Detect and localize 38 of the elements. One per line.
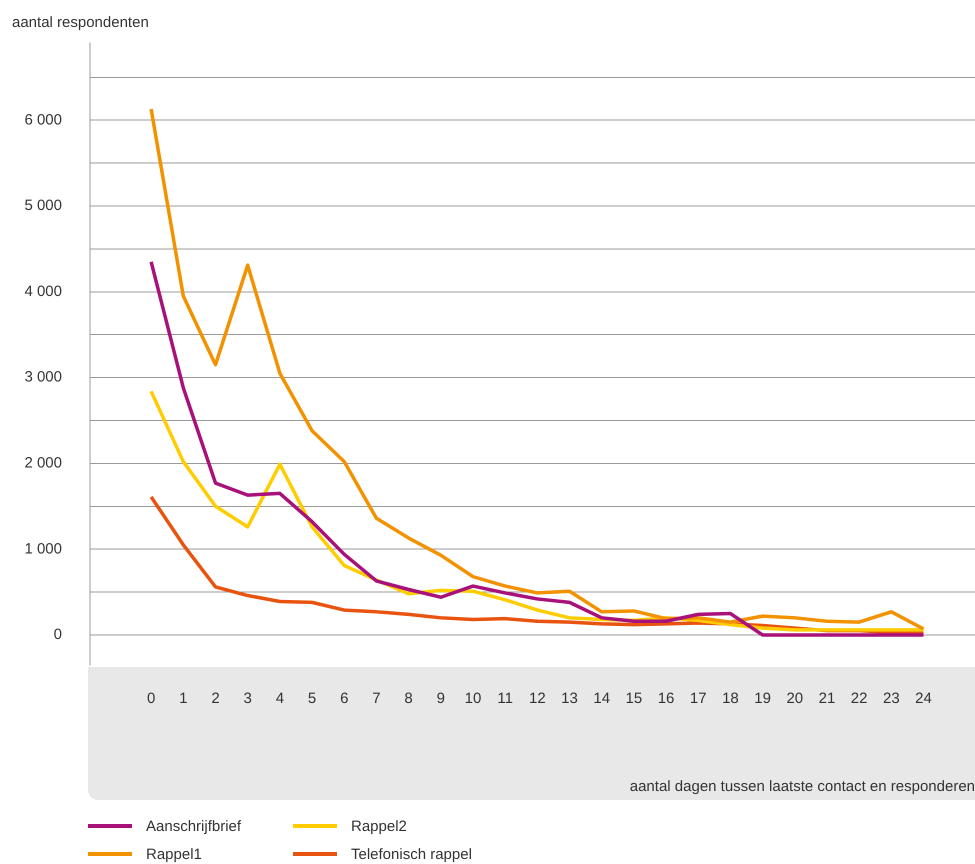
x-tick-label: 12 (528, 690, 546, 708)
y-axis-title: aantal respondenten (12, 14, 149, 31)
legend-label: Aanschrijfbrief (146, 818, 242, 834)
x-tick-label: 20 (786, 690, 804, 708)
x-tick-label: 15 (626, 690, 642, 708)
x-tick-label: 24 (915, 690, 932, 708)
x-tick-label: 2 (211, 690, 220, 708)
x-tick-label: 22 (850, 690, 868, 708)
x-tick-label: 10 (464, 690, 482, 708)
x-tick-label: 11 (497, 690, 513, 708)
y-tick-label: 5 000 (24, 197, 62, 214)
x-tick-label: 21 (818, 690, 836, 708)
x-tick-label: 14 (593, 690, 610, 708)
x-tick-label: 17 (690, 690, 707, 708)
x-tick-label: 19 (754, 690, 771, 708)
x-tick-label: 4 (276, 690, 284, 708)
y-tick-label: 6 000 (24, 111, 62, 128)
x-tick-label: 7 (372, 690, 381, 708)
x-tick-label: 13 (561, 690, 578, 708)
legend-label: Rappel2 (351, 818, 407, 834)
y-tick-label: 1 000 (24, 540, 62, 558)
x-tick-label: 16 (658, 690, 674, 708)
x-tick-label: 0 (146, 690, 156, 708)
x-tick-label: 23 (882, 690, 900, 708)
legend-label: Telefonisch rappel (351, 846, 472, 862)
x-tick-label: 3 (244, 690, 252, 708)
legend-label: Rappel1 (146, 846, 202, 862)
x-tick-label: 18 (722, 690, 739, 708)
x-tick-label: 6 (340, 690, 348, 708)
y-tick-label: 4 000 (24, 282, 62, 300)
x-tick-label: 5 (308, 690, 316, 708)
y-tick-label: 0 (54, 626, 62, 644)
x-tick-label: 9 (436, 690, 445, 708)
y-tick-label: 2 000 (24, 454, 62, 472)
y-tick-label: 3 000 (24, 368, 62, 386)
x-axis-title: aantal dagen tussen laatste contact en responderen (630, 778, 975, 796)
x-tick-label: 1 (179, 690, 188, 708)
x-tick-label: 8 (404, 690, 413, 708)
